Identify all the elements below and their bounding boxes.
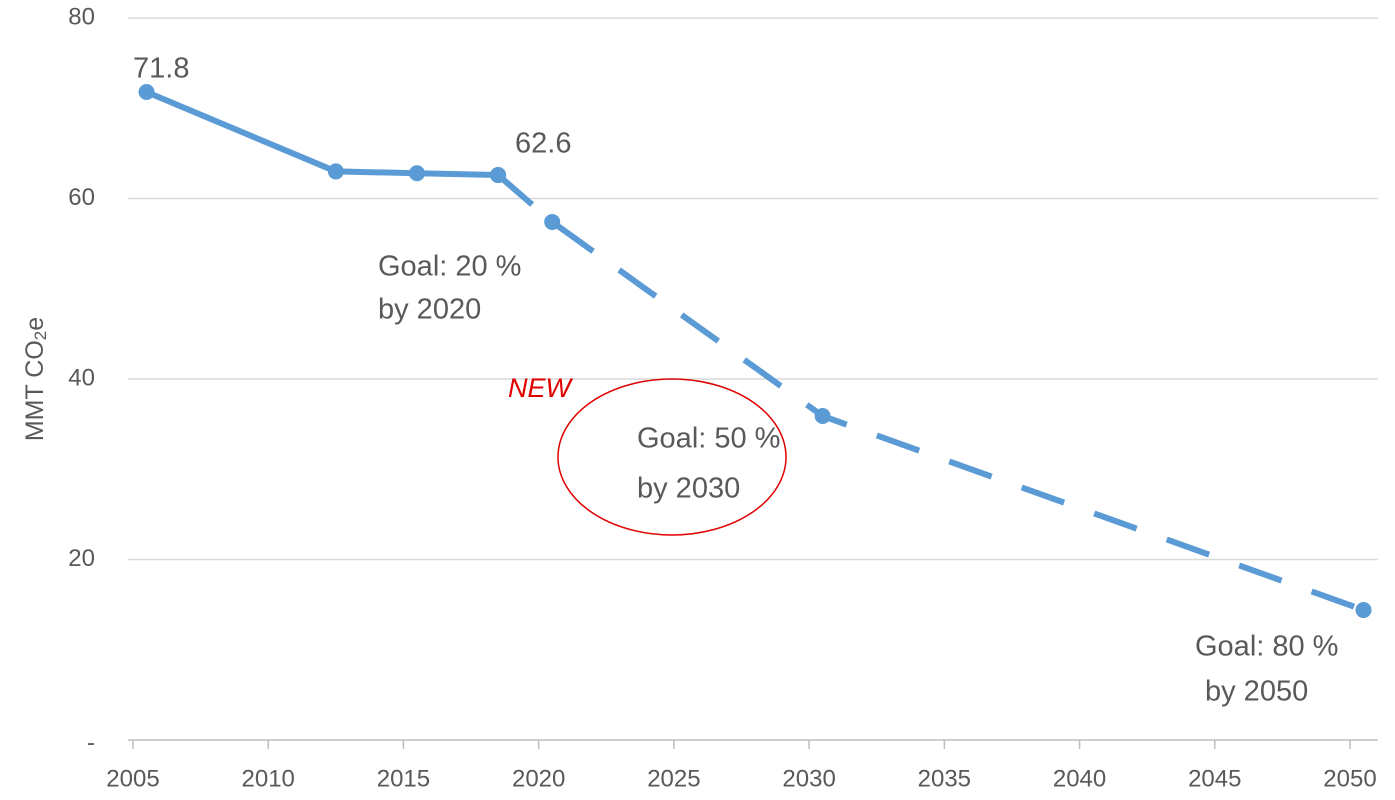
point <box>814 408 831 425</box>
annotation: Goal: 20 % <box>378 251 521 283</box>
x-tick-label: 2050 <box>1323 765 1376 792</box>
marks <box>138 84 1372 619</box>
annotation: by 2020 <box>378 294 481 326</box>
annotation: Goal: 80 % <box>1195 631 1338 663</box>
y-tick-label: - <box>87 729 95 756</box>
y-axis-label: MMT CO2e <box>21 317 51 441</box>
series-line <box>496 172 1365 613</box>
y-tick-label: 60 <box>68 184 95 211</box>
x-tick-label: 2025 <box>647 765 700 792</box>
x-tick-label: 2020 <box>512 765 565 792</box>
x-tick-label: 2015 <box>377 765 430 792</box>
y-axis-label-text: MMT CO <box>21 340 49 441</box>
y-tick-label: 80 <box>68 3 95 30</box>
x-tick-label: 2030 <box>782 765 835 792</box>
x-tick-label: 2035 <box>918 765 971 792</box>
x-tick-label: 2005 <box>106 765 159 792</box>
point <box>1355 602 1372 619</box>
point <box>138 84 155 101</box>
x-tick-label: 2045 <box>1188 765 1241 792</box>
annotation: by 2050 <box>1205 676 1308 708</box>
x-tick-label: 2040 <box>1053 765 1106 792</box>
y-tick-label: 40 <box>68 364 95 391</box>
point <box>408 165 425 182</box>
point <box>544 213 561 230</box>
data-label: 62.6 <box>515 128 571 160</box>
highlight-ellipse <box>557 378 787 536</box>
y-axis-label-suffix: e <box>21 317 49 331</box>
series-line <box>145 89 499 179</box>
y-axis-label-subscript: 2 <box>31 331 50 340</box>
x-tick-label: 2010 <box>242 765 295 792</box>
annotation: by 2030 <box>637 473 740 505</box>
annotation-new: NEW <box>508 373 574 403</box>
annotation: Goal: 50 % <box>637 423 780 455</box>
data-label: 71.8 <box>133 53 189 85</box>
point <box>327 163 344 180</box>
point <box>490 167 507 184</box>
y-tick-label: 20 <box>68 545 95 572</box>
